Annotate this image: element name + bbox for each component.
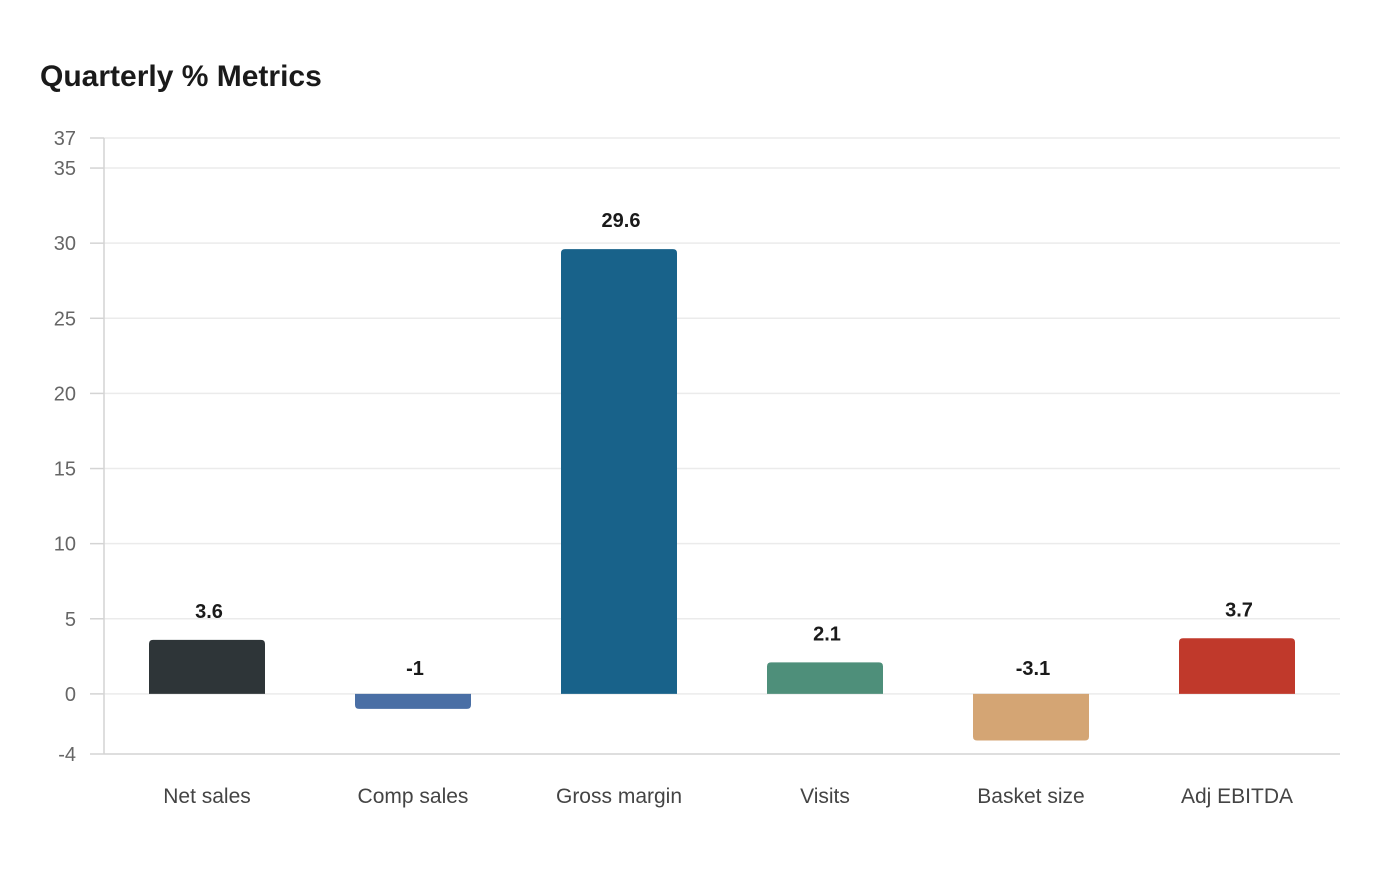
x-tick-label: Adj EBITDA — [1181, 785, 1293, 808]
y-tick-label: 20 — [54, 383, 76, 405]
value-label: 3.6 — [195, 601, 223, 623]
x-tick-label: Net sales — [163, 785, 251, 808]
bar-net-sales[interactable] — [149, 639, 265, 694]
value-label: 3.7 — [1225, 599, 1253, 621]
bars — [149, 249, 1295, 741]
y-tick-label: -4 — [58, 744, 76, 766]
y-tick-label: 5 — [65, 609, 76, 631]
y-tick-label: 30 — [54, 233, 76, 255]
x-tick-label: Comp sales — [358, 785, 469, 808]
y-tick-label: 37 — [54, 128, 76, 150]
value-label: 29.6 — [602, 210, 641, 232]
chart-title: Quarterly % Metrics — [40, 60, 322, 93]
y-tick-label: 0 — [65, 684, 76, 706]
y-tick-label: 15 — [54, 459, 76, 481]
value-labels: 3.6 -1 29.6 2.1 -3.1 3.7 — [195, 210, 1253, 680]
value-label: 2.1 — [813, 623, 841, 645]
grid-lines — [104, 137, 1340, 695]
x-tick-label: Basket size — [977, 785, 1084, 808]
value-label: -1 — [406, 658, 424, 680]
y-tick-label: 35 — [54, 158, 76, 180]
bar-basket-size[interactable] — [973, 693, 1089, 741]
bar-comp-sales[interactable] — [355, 693, 471, 709]
bar-adj-ebitda[interactable] — [1179, 638, 1295, 694]
x-tick-label: Gross margin — [556, 785, 682, 808]
bar-gross-margin[interactable] — [561, 249, 677, 694]
bar-visits[interactable] — [767, 662, 883, 694]
axes — [90, 137, 1340, 755]
x-tick-label: Visits — [800, 785, 850, 808]
y-tick-labels: -4 0 5 10 15 20 25 30 35 37 — [54, 128, 76, 766]
y-tick-label: 10 — [54, 534, 76, 556]
y-tick-label: 25 — [54, 308, 76, 330]
value-label: -3.1 — [1016, 658, 1050, 680]
x-tick-labels: Net sales Comp sales Gross margin Visits Bas… — [163, 785, 1293, 808]
